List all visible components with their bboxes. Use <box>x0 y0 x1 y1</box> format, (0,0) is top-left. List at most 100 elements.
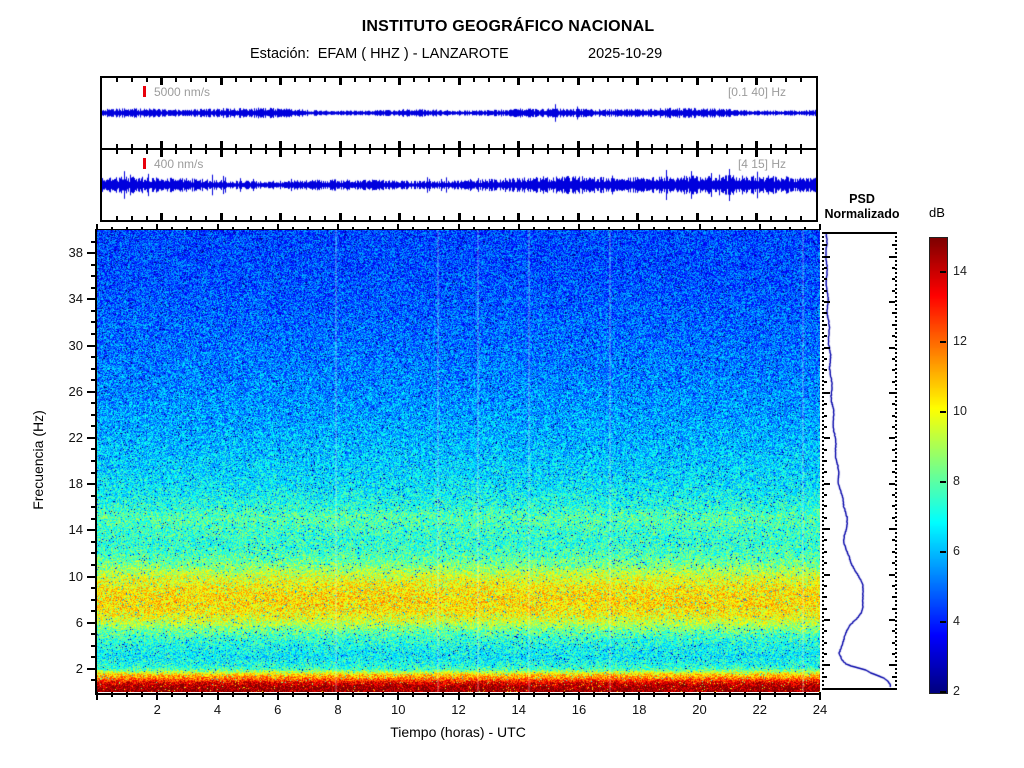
y-axis-label: Frecuencia (Hz) <box>30 410 46 510</box>
trace-panel-tick <box>457 141 461 148</box>
trace-panel-tick <box>472 144 475 148</box>
psd-axis-tick <box>824 391 830 394</box>
trace-panel-tick <box>487 216 490 220</box>
trace-panel-tick <box>130 150 133 154</box>
y-tick-label: 6 <box>75 614 83 630</box>
trace-panel-tick <box>294 150 297 154</box>
trace-panel-tick <box>666 150 669 154</box>
trace-panel-tick <box>353 144 356 148</box>
trace-panel-tick <box>368 216 371 220</box>
y-tick-label: 26 <box>68 383 83 399</box>
y-tick-label: 30 <box>68 337 83 353</box>
colorbar-unit-label: dB <box>929 205 945 220</box>
date-label: 2025-10-29 <box>588 46 663 62</box>
trace-panel-tick <box>338 141 342 148</box>
trace-panel-tick <box>324 144 327 148</box>
psd-axis-tick <box>892 460 895 462</box>
trace-panel-tick <box>398 141 401 148</box>
psd-axis-tick <box>824 448 827 451</box>
x-tick-label: 14 <box>511 702 526 717</box>
y-tick-label: 38 <box>68 245 83 261</box>
psd-axis-tick <box>892 267 895 270</box>
trace-panel-tick <box>695 150 699 157</box>
y-tick-label: 22 <box>68 429 83 445</box>
trace-panel-tick <box>160 78 163 85</box>
x-tick-label: 16 <box>571 702 587 717</box>
trace-panel-tick <box>755 141 758 148</box>
y-axis-tick <box>87 390 95 393</box>
psd-axis-tick <box>889 437 895 440</box>
psd-axis-tick <box>824 664 830 667</box>
trace-panel-broadband: 5000 nm/s [0.1 40] Hz <box>100 76 818 150</box>
trace-panel-tick <box>115 216 118 220</box>
trace-panel-tick <box>309 216 312 220</box>
psd-axis-tick <box>892 312 895 315</box>
trace-panel-tick <box>547 144 550 148</box>
trace-panel-tick <box>621 78 624 82</box>
trace-panel-tick <box>681 216 684 220</box>
trace-panel-tick <box>413 150 416 154</box>
trace-panel-tick <box>547 150 550 154</box>
psd-axis-tick <box>892 584 895 587</box>
trace-panel-tick <box>562 150 565 154</box>
psd-axis-tick <box>824 494 827 497</box>
psd-axis-tick <box>824 516 827 519</box>
trace-panel-tick <box>800 144 803 148</box>
trace-panel-tick <box>413 144 416 148</box>
trace-panel-tick <box>205 144 208 148</box>
psd-axis-tick <box>889 346 895 349</box>
trace-panel-tick <box>755 78 758 85</box>
trace-panel-tick <box>279 78 282 85</box>
x-tick-label: 22 <box>752 702 767 717</box>
psd-normalized-panel <box>822 232 897 690</box>
trace-panel-tick <box>606 216 609 220</box>
trace-panel-tick <box>651 150 654 154</box>
trace-panel-tick <box>234 216 237 220</box>
trace-panel-tick <box>636 150 639 157</box>
trace-panel-tick <box>740 216 743 220</box>
psd-axis-tick <box>824 289 827 292</box>
scale-label: 400 nm/s <box>154 157 204 171</box>
trace-panel-tick <box>175 216 178 220</box>
trace-panel-tick <box>621 150 624 154</box>
trace-panel-tick <box>562 144 565 148</box>
trace-panel-tick <box>338 150 342 157</box>
trace-panel-tick <box>249 216 252 220</box>
trace-panel-tick <box>606 144 609 148</box>
scale-label: 5000 nm/s <box>154 85 211 99</box>
trace-panel-tick <box>591 144 594 148</box>
psd-axis-tick <box>824 346 830 349</box>
psd-axis-tick <box>824 414 827 417</box>
psd-axis-tick <box>892 652 895 655</box>
filtered-waveform <box>102 150 816 220</box>
trace-panel-tick <box>457 150 461 157</box>
trace-panel-tick <box>264 78 267 82</box>
trace-panel-tick <box>800 150 803 154</box>
trace-panel-tick <box>383 150 386 154</box>
trace-panel-tick <box>368 78 371 82</box>
trace-panel-tick <box>621 144 624 148</box>
trace-panel-tick <box>443 150 446 154</box>
trace-panel-tick <box>547 78 550 82</box>
y-axis-tick <box>87 483 95 486</box>
trace-panel-tick <box>517 141 520 148</box>
trace-panel-tick <box>145 144 148 148</box>
x-tick-label: 20 <box>692 702 707 717</box>
psd-axis-tick <box>824 278 827 281</box>
trace-panel-tick <box>428 144 431 148</box>
trace-panel-tick <box>532 78 535 82</box>
colorbar-tick-label: 4 <box>953 614 960 628</box>
trace-panel-tick <box>175 150 178 154</box>
psd-axis-tick <box>824 403 827 406</box>
trace-panel-tick <box>785 78 788 82</box>
trace-panel-tick <box>725 78 728 82</box>
trace-panel-tick <box>621 216 624 220</box>
trace-panel-tick <box>219 78 223 85</box>
trace-panel-tick <box>502 78 505 82</box>
psd-axis-tick <box>824 380 827 383</box>
trace-panel-tick <box>219 150 223 157</box>
psd-axis-tick <box>892 414 895 417</box>
trace-panel-tick <box>115 150 118 154</box>
trace-panel-tick <box>681 78 684 82</box>
psd-axis-tick <box>824 312 827 315</box>
